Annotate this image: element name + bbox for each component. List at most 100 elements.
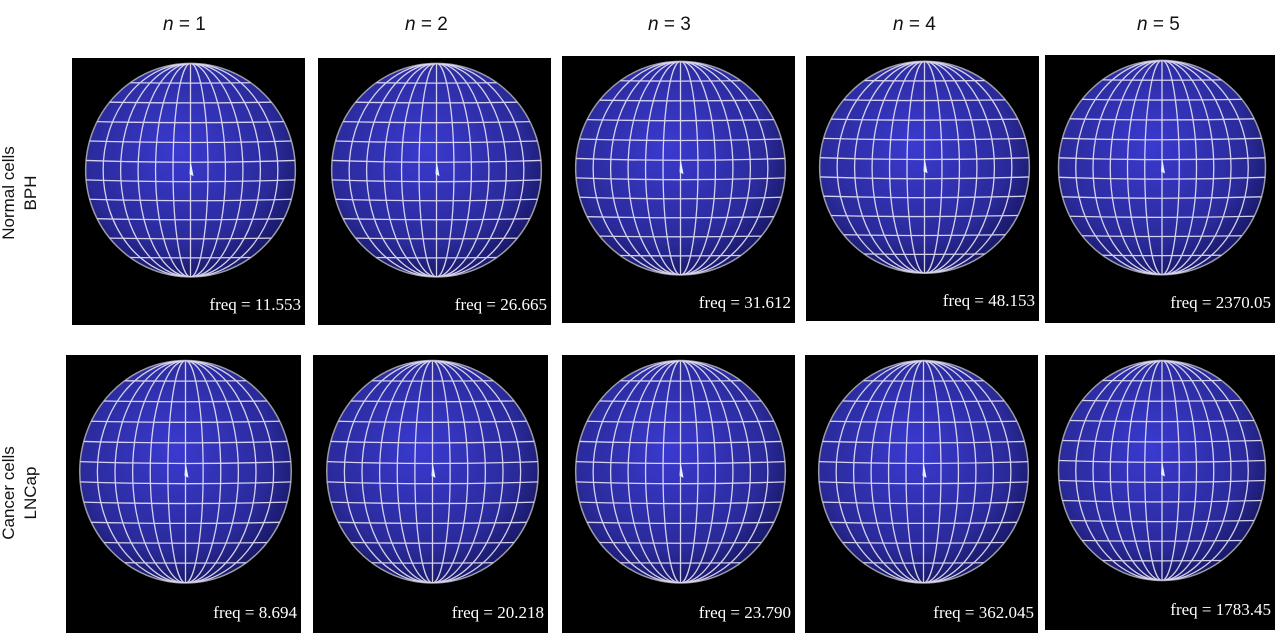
longitude-line [120, 63, 191, 277]
sphere-panel: freq = 26.665 [318, 58, 551, 325]
sphere-panel: freq = 20.218 [313, 355, 548, 633]
longitude-line [1161, 360, 1215, 581]
frequency-label: freq = 8.694 [213, 603, 297, 622]
header-value: = 4 [903, 14, 936, 35]
header-value: = 2 [415, 14, 448, 35]
center-marker [1161, 157, 1165, 174]
sphere-mesh-image [1057, 59, 1267, 276]
longitude-line [871, 61, 925, 274]
longitude-line [185, 360, 222, 583]
frequency-label: freq = 23.790 [698, 603, 791, 622]
longitude-line [190, 63, 279, 277]
longitude-line [436, 63, 473, 277]
longitude-line [436, 63, 525, 277]
row-label-line1: Normal cells [0, 146, 18, 240]
longitude-line [1161, 360, 1232, 581]
longitude-line [680, 61, 699, 275]
longitude-line [870, 360, 924, 583]
longitude-line [436, 63, 490, 277]
longitude-line [644, 360, 681, 583]
longitude-line [680, 61, 717, 275]
row-label-line2: BPH [21, 175, 40, 211]
longitude-line [432, 360, 504, 583]
longitude-line [1161, 360, 1198, 581]
longitude-line [627, 61, 681, 275]
sphere-mesh-image [574, 359, 787, 584]
longitude-line [1161, 60, 1249, 275]
header-value: = 5 [1147, 14, 1180, 35]
longitude-line [924, 61, 943, 274]
longitude-line [662, 360, 681, 583]
header-variable: n [163, 14, 174, 35]
longitude-line [1109, 360, 1163, 581]
longitude-line [414, 360, 433, 583]
sphere-mesh-image [79, 359, 292, 584]
longitude-line [1075, 360, 1163, 581]
row-label-line1: Cancer cells [0, 445, 18, 540]
longitude-line [836, 61, 925, 274]
sphere-panel: freq = 8.694 [66, 355, 301, 633]
longitude-line [1126, 60, 1163, 275]
sphere-mesh-image [1057, 359, 1267, 582]
longitude-line [662, 61, 681, 275]
center-marker [431, 461, 436, 478]
longitude-line [1161, 360, 1249, 581]
longitude-line [1161, 60, 1180, 275]
sphere-panel: freq = 362.045 [805, 355, 1038, 633]
longitude-line [432, 360, 522, 583]
longitude-line [680, 360, 699, 583]
longitude-line [924, 61, 995, 274]
longitude-line [680, 61, 734, 275]
longitude-line [1144, 360, 1163, 581]
longitude-line [905, 360, 924, 583]
longitude-line [924, 61, 961, 274]
longitude-line [680, 61, 751, 275]
longitude-line [361, 360, 433, 583]
longitude-line [366, 63, 437, 277]
longitude-line [923, 360, 942, 583]
longitude-line [923, 360, 977, 583]
sphere-panel: freq = 48.153 [806, 56, 1039, 321]
sphere-panel: freq = 31.612 [562, 56, 795, 323]
sphere-grid [1058, 360, 1266, 581]
longitude-line [396, 360, 433, 583]
longitude-line [432, 360, 487, 583]
longitude-line [383, 63, 437, 277]
frequency-label: freq = 48.153 [942, 291, 1035, 310]
header-value: = 3 [658, 14, 691, 35]
longitude-line [137, 63, 191, 277]
longitude-line [1092, 60, 1163, 275]
longitude-line [185, 360, 204, 583]
longitude-line [1161, 360, 1180, 581]
longitude-line [592, 61, 681, 275]
longitude-line [114, 360, 186, 583]
column-header-n2: n = 2 [405, 14, 448, 36]
sphere-grid [80, 360, 291, 583]
longitude-line [923, 360, 1012, 583]
longitude-line [610, 61, 681, 275]
longitude-line [887, 360, 924, 583]
longitude-line [924, 61, 1013, 274]
sphere-mesh-image [326, 359, 539, 584]
header-value: = 1 [173, 14, 206, 35]
sphere-panel: freq = 11.553 [72, 58, 305, 325]
longitude-line [436, 63, 455, 277]
sphere-grid [576, 61, 785, 275]
sphere-panel: freq = 1783.45 [1045, 355, 1275, 630]
frequency-label: freq = 31.612 [698, 293, 791, 312]
longitude-line [432, 360, 451, 583]
longitude-line [185, 360, 240, 583]
longitude-line [923, 360, 960, 583]
longitude-line [680, 360, 752, 583]
longitude-line [436, 63, 507, 277]
sphere-grid [332, 63, 541, 277]
longitude-line [888, 61, 925, 274]
longitude-line [835, 360, 924, 583]
longitude-line [172, 63, 191, 277]
longitude-line [1126, 360, 1163, 581]
longitude-line [418, 63, 437, 277]
longitude-line [400, 63, 437, 277]
longitude-line [185, 360, 275, 583]
center-marker [184, 461, 189, 478]
longitude-line [1161, 60, 1198, 275]
